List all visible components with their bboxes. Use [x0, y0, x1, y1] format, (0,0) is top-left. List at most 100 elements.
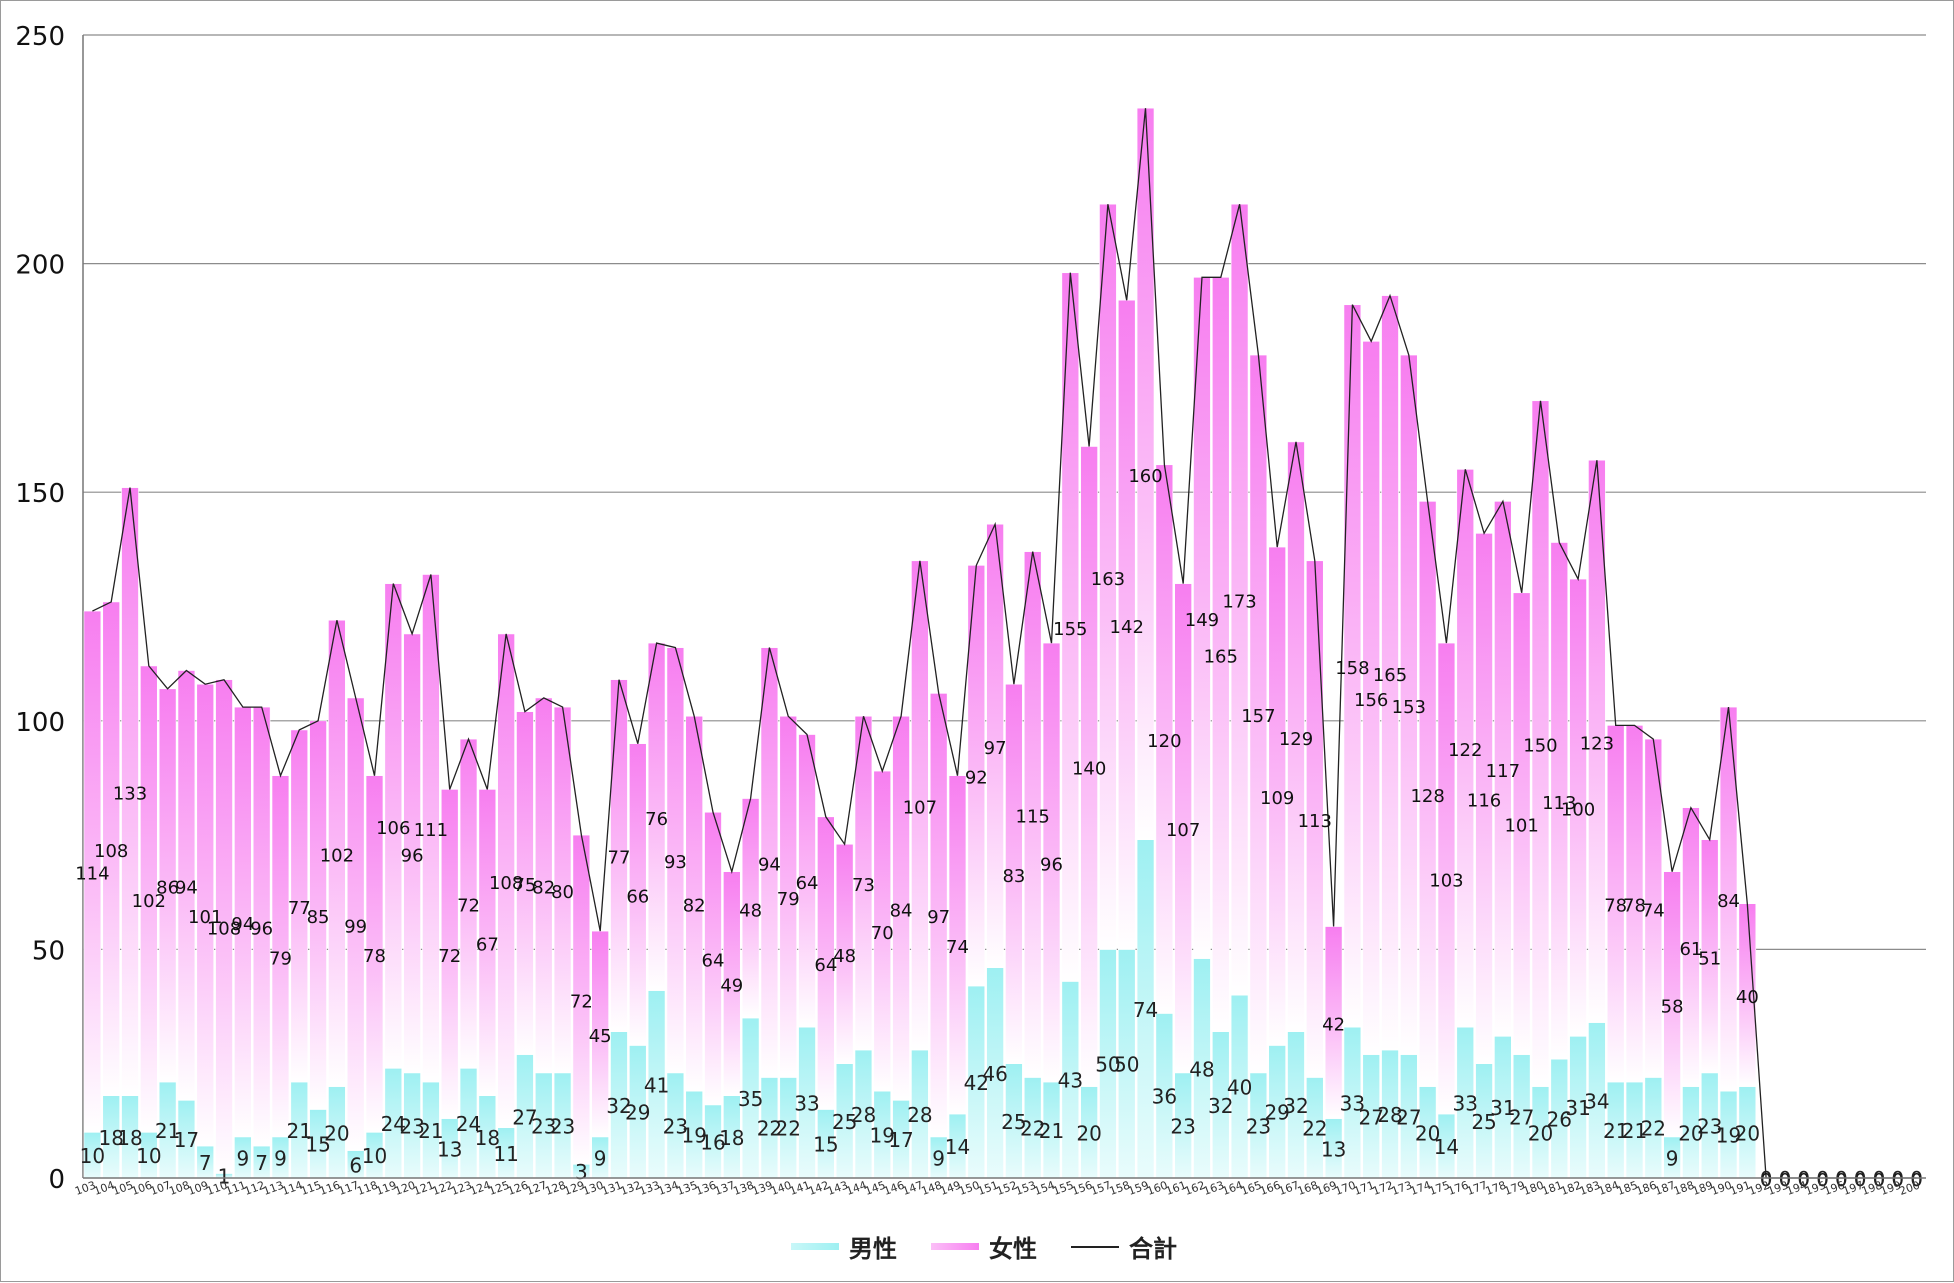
data-label-female: 0: [1760, 1170, 1771, 1191]
data-label-male: 14: [1434, 1135, 1459, 1159]
data-label-female: 97: [984, 738, 1007, 759]
data-label-male: 20: [1735, 1121, 1760, 1145]
data-label-female: 115: [1016, 807, 1050, 828]
data-label-male: 21: [1603, 1119, 1628, 1143]
data-label-male: 27: [1396, 1105, 1421, 1129]
data-label-male: 20: [1415, 1121, 1440, 1145]
data-label-male: 24: [456, 1112, 481, 1136]
data-label-male: 0: [1910, 1167, 1923, 1191]
data-label-female: 103: [1429, 871, 1463, 892]
data-label-female: 66: [626, 887, 649, 908]
data-label-male: 13: [1321, 1137, 1346, 1161]
data-label-male: 74: [1133, 998, 1158, 1022]
data-label-female: 79: [777, 889, 800, 910]
data-label-male: 0: [1816, 1167, 1829, 1191]
data-label-male: 14: [945, 1135, 970, 1159]
bars: [83, 107, 1757, 1179]
data-label-male: 50: [1095, 1053, 1120, 1077]
data-label-female: 150: [1523, 736, 1557, 757]
data-label-female: 173: [1222, 592, 1256, 613]
data-label-female: 85: [307, 907, 330, 928]
data-label-male: 0: [1797, 1167, 1810, 1191]
data-label-male: 32: [1283, 1094, 1308, 1118]
data-label-male: 28: [851, 1103, 876, 1127]
data-label-female: 133: [113, 784, 147, 805]
data-label-male: 33: [1340, 1092, 1365, 1116]
data-label-male: 46: [982, 1062, 1007, 1086]
y-axis: 0 50 100 150 200 250: [15, 22, 84, 1195]
data-label-female: 78: [363, 946, 386, 967]
data-label-female: 48: [739, 900, 762, 921]
data-label-female: 94: [758, 855, 781, 876]
data-label-male: 10: [136, 1144, 161, 1168]
y-tick-label: 250: [15, 22, 65, 52]
data-label-female: 153: [1392, 697, 1426, 718]
legend-label-female: 女性: [989, 1235, 1037, 1263]
data-label-female: 140: [1072, 759, 1106, 780]
data-label-female: 114: [75, 864, 109, 885]
data-label-male: 29: [1264, 1101, 1289, 1125]
data-label-male: 15: [813, 1133, 838, 1157]
data-label-female: 122: [1448, 740, 1482, 761]
y-tick-label: 0: [48, 1165, 65, 1195]
legend: 男性 女性 合計: [791, 1229, 1177, 1264]
data-label-female: 113: [1298, 811, 1332, 832]
data-label-female: 96: [1040, 855, 1063, 876]
legend-swatch-male: [791, 1243, 839, 1250]
data-label-male: 48: [1189, 1057, 1214, 1081]
data-label-male: 43: [1058, 1069, 1083, 1093]
data-label-male: 9: [932, 1146, 945, 1170]
data-label-female: 165: [1204, 647, 1238, 668]
data-label-male: 22: [1302, 1117, 1327, 1141]
data-label-female: 40: [1736, 987, 1759, 1008]
data-label-female: 64: [702, 951, 725, 972]
data-label-male: 20: [1678, 1121, 1703, 1145]
data-label-male: 28: [1377, 1103, 1402, 1127]
data-label-male: 11: [493, 1142, 518, 1166]
data-label-male: 33: [1453, 1092, 1478, 1116]
data-label-male: 9: [236, 1146, 249, 1170]
data-label-male: 22: [776, 1117, 801, 1141]
data-label-female: 80: [551, 882, 574, 903]
data-label-female: 106: [376, 818, 410, 839]
data-label-female: 116: [1467, 791, 1501, 812]
data-label-female: 0: [1892, 1170, 1903, 1191]
data-label-female: 128: [1410, 786, 1444, 807]
data-label-female: 84: [890, 900, 913, 921]
data-label-male: 0: [1891, 1167, 1904, 1191]
data-label-male: 25: [832, 1110, 857, 1134]
data-label-male: 24: [381, 1112, 406, 1136]
data-label-female: 82: [683, 896, 706, 917]
data-label-female: 76: [645, 809, 668, 830]
data-label-female: 78: [1604, 896, 1627, 917]
data-label-male: 9: [594, 1146, 607, 1170]
data-label-male: 16: [700, 1130, 725, 1154]
data-label-male: 20: [1528, 1121, 1553, 1145]
y-tick-label: 150: [15, 479, 65, 509]
total-line: [92, 108, 1917, 1179]
data-label-male: 27: [512, 1105, 537, 1129]
data-label-female: 77: [608, 848, 631, 869]
y-tick-label: 200: [15, 251, 65, 281]
data-label-male: 27: [1509, 1105, 1534, 1129]
data-label-female: 117: [1486, 761, 1520, 782]
data-label-male: 0: [1854, 1167, 1867, 1191]
data-label-male: 29: [625, 1101, 650, 1125]
data-label-male: 22: [757, 1117, 782, 1141]
data-label-female: 149: [1185, 610, 1219, 631]
data-label-male: 19: [1716, 1124, 1741, 1148]
data-label-male: 35: [738, 1087, 763, 1111]
data-label-male: 7: [255, 1151, 268, 1175]
data-label-male: 25: [1001, 1110, 1026, 1134]
data-label-male: 6: [349, 1153, 362, 1177]
y-tick-label: 50: [32, 936, 65, 966]
data-label-female: 84: [1717, 891, 1740, 912]
data-label-female: 49: [720, 976, 743, 997]
data-label-female: 61: [1679, 939, 1702, 960]
data-label-male: 23: [399, 1114, 424, 1138]
data-label-female: 58: [1661, 996, 1684, 1017]
data-label-male: 0: [1760, 1167, 1773, 1191]
data-label-female: 120: [1147, 731, 1181, 752]
data-label-female: 64: [814, 955, 837, 976]
data-label-female: 101: [188, 907, 222, 928]
